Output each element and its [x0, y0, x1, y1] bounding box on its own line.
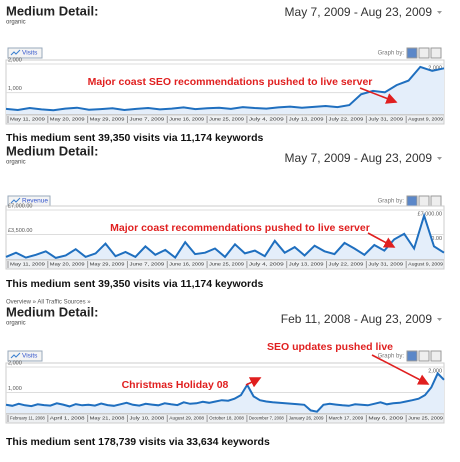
y-tick-label: £7,000.00 — [8, 203, 32, 209]
x-tick-label: February 11, 2008 — [10, 416, 45, 421]
metric-icon — [10, 49, 21, 56]
date-range[interactable]: May 7, 2009 - Aug 23, 2009 — [285, 151, 433, 165]
graph-by: Graph by: — [378, 51, 405, 57]
annotation: Major coast SEO recommendations pushed t… — [88, 76, 373, 88]
annotation: Christmas Holiday 08 — [122, 379, 229, 391]
x-tick-label: June 25, 2009 — [408, 416, 443, 421]
graph-by-button[interactable] — [406, 47, 418, 59]
x-tick-label: July 31, 2009 — [368, 262, 403, 267]
area — [6, 373, 444, 413]
y-tick-label: 2,000 — [8, 57, 22, 63]
x-tick-label: July 4, 2009 — [249, 117, 284, 122]
annotation-arrow — [371, 354, 430, 385]
annotation-arrow — [367, 232, 396, 248]
y-tick-label: 1,000 — [8, 386, 22, 392]
x-tick-label: June 7, 2009 — [129, 117, 164, 122]
dropdown-arrow — [437, 11, 442, 14]
graph-by-button[interactable] — [430, 195, 442, 207]
x-tick-label: April 1, 2008 — [50, 416, 85, 421]
y-tick-label: 2,000 — [8, 360, 22, 366]
graph-by-button[interactable] — [418, 195, 430, 207]
x-tick-label: June 7, 2009 — [129, 262, 164, 267]
x-tick-label: January 26, 2009 — [289, 416, 324, 421]
x-tick-label: June 16, 2009 — [169, 262, 204, 267]
x-tick-label: July 22, 2009 — [329, 117, 364, 122]
subtitle: organic — [6, 20, 26, 26]
y-tick-label-right: 2,000 — [428, 65, 442, 71]
x-tick-label: July 13, 2009 — [289, 117, 324, 122]
graph-by-button[interactable] — [418, 47, 430, 59]
x-strip — [5, 413, 445, 424]
metric-icon — [10, 197, 21, 204]
x-tick-label: October 18, 2008 — [209, 416, 244, 421]
line — [5, 371, 445, 413]
graph-by-button[interactable] — [418, 350, 430, 362]
metric-label: Visits — [22, 50, 38, 57]
x-tick-label: July 4, 2009 — [249, 262, 284, 267]
y-tick-label-right: £7,000.00 — [418, 211, 442, 217]
header: Medium Detail: — [6, 304, 98, 319]
summary: This medium sent 39,350 visits via 11,17… — [6, 278, 264, 290]
annotation-arrow — [245, 377, 262, 388]
x-strip — [5, 114, 445, 125]
x-tick-label: May 11, 2009 — [10, 262, 45, 267]
x-tick-label: May 29, 2009 — [90, 117, 125, 122]
breadcrumb[interactable]: Overview » All Traffic Sources » — [6, 300, 91, 306]
metric-icon — [10, 352, 21, 359]
x-tick-label: August 9, 2009 — [408, 262, 443, 267]
x-tick-label: July 22, 2009 — [329, 262, 364, 267]
x-tick-label: August 9, 2009 — [408, 117, 443, 122]
x-tick-label: May 20, 2009 — [50, 117, 85, 122]
header: Medium Detail: — [6, 3, 98, 18]
x-tick-label: May 20, 2009 — [50, 262, 85, 267]
annotation: Major coast recommendations pushed to li… — [110, 222, 370, 234]
header: Medium Detail: — [6, 143, 98, 158]
subtitle: organic — [6, 160, 26, 166]
metric-select[interactable] — [7, 350, 43, 362]
x-tick-label: July 31, 2009 — [368, 117, 403, 122]
area — [6, 66, 444, 114]
graph-by-button[interactable] — [430, 47, 442, 59]
x-tick-label: June 25, 2009 — [209, 117, 244, 122]
date-range[interactable]: Feb 11, 2008 - Aug 23, 2009 — [281, 312, 433, 326]
summary: This medium sent 39,350 visits via 11,17… — [6, 132, 264, 144]
x-tick-label: December 7, 2008 — [249, 416, 284, 421]
graph-by-button[interactable] — [430, 350, 442, 362]
y-tick-label: £3,500.00 — [8, 228, 32, 234]
annotation-arrow — [359, 87, 398, 104]
dropdown-arrow — [437, 318, 442, 321]
x-tick-label: May 29, 2009 — [90, 262, 125, 267]
x-tick-label: June 25, 2009 — [209, 262, 244, 267]
graph-by-button[interactable] — [406, 195, 418, 207]
x-tick-label: March 17, 2009 — [329, 416, 364, 421]
x-tick-label: May 11, 2009 — [10, 117, 45, 122]
line — [5, 212, 445, 260]
x-tick-label: July 10, 2008 — [129, 416, 164, 421]
summary: This medium sent 178,739 visits via 33,6… — [6, 436, 270, 448]
x-tick-label: August 29, 2008 — [169, 416, 204, 421]
x-tick-label: July 13, 2009 — [289, 262, 324, 267]
annotation: SEO updates pushed live — [267, 341, 393, 353]
dropdown-arrow — [437, 157, 442, 160]
graph-by: Graph by: — [378, 354, 405, 360]
metric-label: Revenue — [22, 198, 48, 205]
x-tick-label: May 21, 2008 — [90, 416, 125, 421]
metric-select[interactable] — [7, 47, 43, 59]
graph-by-button[interactable] — [406, 350, 418, 362]
subtitle: organic — [6, 321, 26, 327]
metric-label: Visits — [22, 353, 38, 360]
date-range[interactable]: May 7, 2009 - Aug 23, 2009 — [285, 5, 433, 19]
x-tick-label: June 16, 2009 — [169, 117, 204, 122]
x-strip — [5, 259, 445, 270]
x-tick-label: May 6, 2009 — [368, 416, 403, 421]
y-tick-label-right: 2,000 — [428, 368, 442, 374]
y-tick-label: 1,000 — [8, 86, 22, 92]
graph-by: Graph by: — [378, 199, 405, 205]
